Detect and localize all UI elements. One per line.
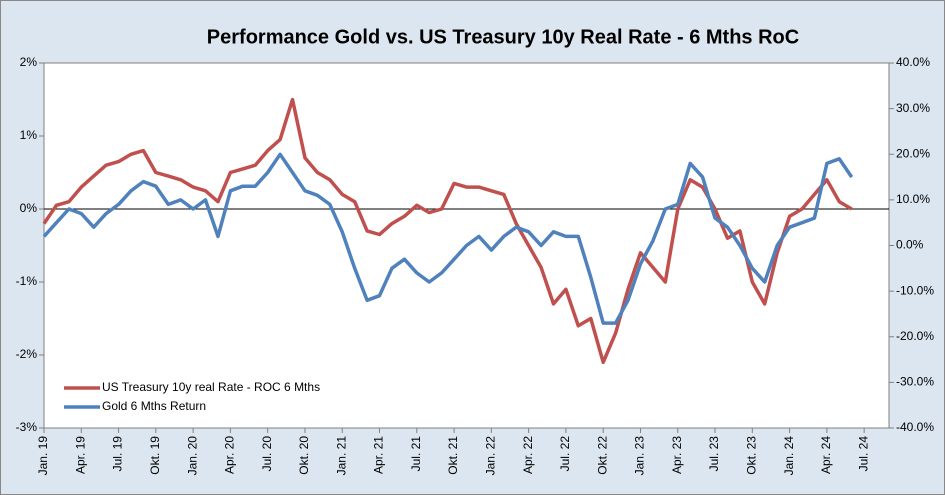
x-tick-label: Okt. 23 xyxy=(744,436,758,475)
x-tick-label: Jan. 22 xyxy=(484,436,498,476)
x-tick-label: Jul. 22 xyxy=(558,436,572,472)
x-tick-label: Apr. 21 xyxy=(372,436,386,474)
series-line xyxy=(42,97,853,365)
x-tick-label: Okt. 20 xyxy=(297,436,311,475)
x-tick-label: Jul. 19 xyxy=(111,436,125,472)
x-tick-label: Okt. 22 xyxy=(595,436,609,475)
y-tick-label: -3% xyxy=(16,420,38,434)
x-tick-label: Jan. 21 xyxy=(334,436,348,476)
x-tick-label: Apr. 20 xyxy=(223,436,237,474)
x-tick-label: Jan. 24 xyxy=(782,436,796,476)
x-tick-label: Jul. 20 xyxy=(260,436,274,472)
y2-tick-label: 0.0% xyxy=(896,238,924,252)
y2-tick-label: 40.0% xyxy=(896,55,930,69)
legend-label: Gold 6 Mths Return xyxy=(102,399,206,413)
x-tick-label: Jan. 23 xyxy=(633,436,647,476)
y2-tick-label: -30.0% xyxy=(896,375,934,389)
x-tick-label: Jul. 21 xyxy=(409,436,423,472)
y2-tick-label: -40.0% xyxy=(896,420,934,434)
x-tick-label: Apr. 24 xyxy=(819,436,833,474)
y-tick-label: 1% xyxy=(20,128,38,142)
y-tick-label: -1% xyxy=(16,274,38,288)
x-tick-label: Okt. 21 xyxy=(446,436,460,475)
y-tick-label: 0% xyxy=(20,201,38,215)
legend-label: US Treasury 10y real Rate - ROC 6 Mths xyxy=(102,380,320,394)
x-tick-label: Jan. 19 xyxy=(36,436,50,476)
x-tick-label: Jul. 24 xyxy=(856,436,870,472)
x-tick-label: Apr. 23 xyxy=(670,436,684,474)
series-line xyxy=(42,152,854,325)
x-tick-label: Okt. 19 xyxy=(148,436,162,475)
x-tick-label: Apr. 22 xyxy=(521,436,535,474)
y2-tick-label: -10.0% xyxy=(896,283,934,297)
y-tick-label: -2% xyxy=(16,347,38,361)
x-tick-label: Apr. 19 xyxy=(73,436,87,474)
x-tick-label: Jul. 23 xyxy=(707,436,721,472)
chart-title: Performance Gold vs. US Treasury 10y Rea… xyxy=(207,26,799,48)
y2-tick-label: 10.0% xyxy=(896,192,930,206)
y2-tick-label: 30.0% xyxy=(896,101,930,115)
y2-tick-label: 20.0% xyxy=(896,146,930,160)
x-tick-label: Jan. 20 xyxy=(185,436,199,476)
y2-tick-label: -20.0% xyxy=(896,329,934,343)
y-tick-label: 2% xyxy=(20,55,38,69)
